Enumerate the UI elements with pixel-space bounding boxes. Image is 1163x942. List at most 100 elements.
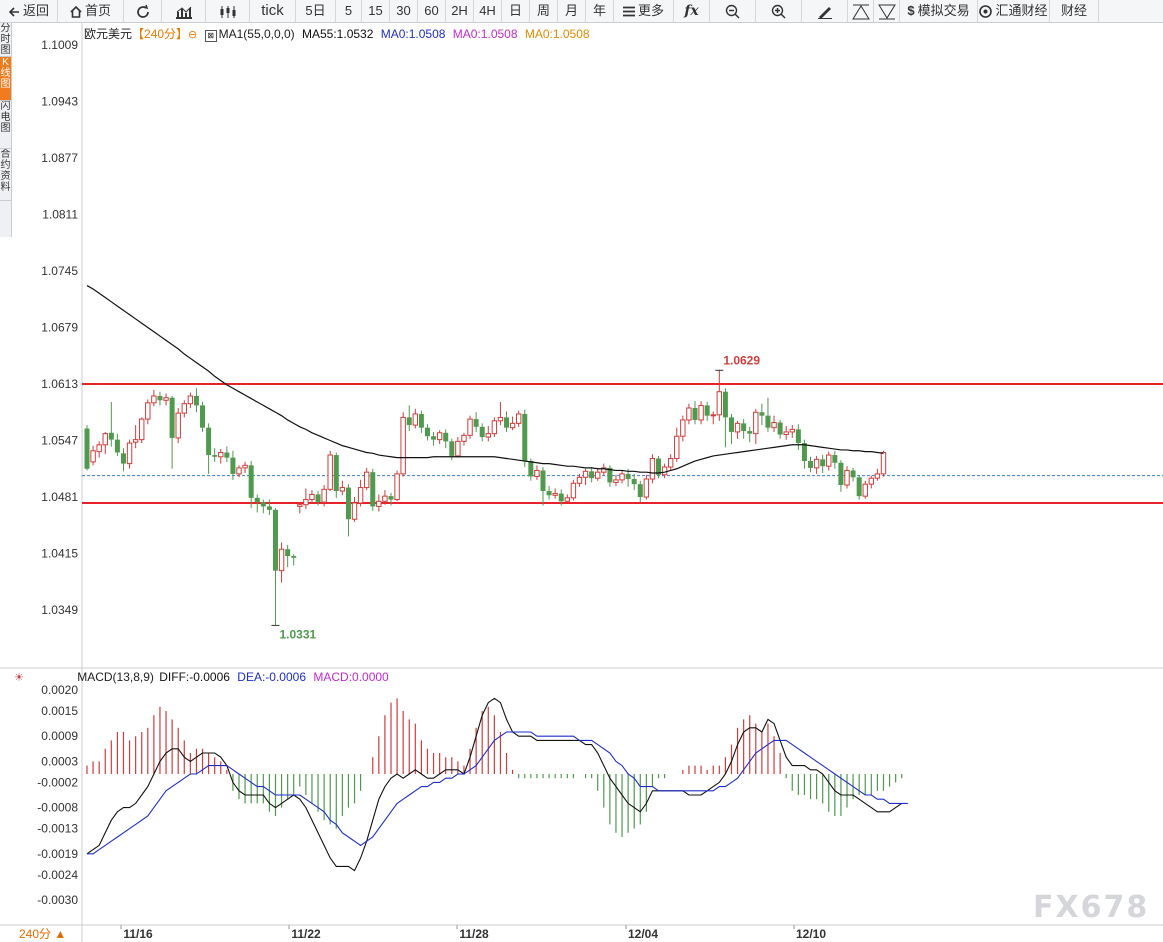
toolbar-button-5[interactable]: tick xyxy=(250,0,296,22)
candle xyxy=(187,392,194,408)
candle-body-up xyxy=(613,479,619,483)
time-tick-label: 11/22 xyxy=(291,927,321,941)
toolbar-button-25[interactable]: 汇通财经 xyxy=(978,0,1050,22)
candle-body-down xyxy=(540,470,546,492)
macd-tick-label: 0.0003 xyxy=(41,754,78,768)
ma0-value-blue: MA0:1.0508 xyxy=(380,27,446,41)
refresh-icon xyxy=(135,3,151,18)
candle-body-down xyxy=(260,502,266,507)
price-tick-label: 1.0613 xyxy=(41,377,78,391)
candle xyxy=(400,412,406,477)
toolbar-button-24[interactable]: $ 模拟交易 xyxy=(900,0,978,22)
candle xyxy=(218,449,224,464)
toolbar-button-3[interactable] xyxy=(162,0,206,22)
toolbar-button-12[interactable]: 4H xyxy=(474,0,502,22)
candle-body-up xyxy=(321,488,327,503)
candle-body-down xyxy=(206,427,212,456)
ma-settings-icon[interactable]: ⊠ xyxy=(204,30,217,42)
candle xyxy=(698,401,704,425)
macd-settings-icon[interactable]: ☀ xyxy=(14,672,24,684)
candle xyxy=(619,470,625,484)
candle-body-up xyxy=(515,413,522,424)
candle xyxy=(582,468,589,486)
time-tick-label: 12/04 xyxy=(628,927,658,941)
time-tick-label: 12/10 xyxy=(796,927,826,941)
macd-tick-label: -0.0008 xyxy=(37,801,78,815)
toolbar-button-26[interactable]: 财经 xyxy=(1050,0,1099,22)
toolbar-button-11[interactable]: 2H xyxy=(446,0,474,22)
toolbar-button-19[interactable] xyxy=(710,0,756,22)
toolbar-button-6[interactable]: 5日 xyxy=(296,0,336,22)
period-label[interactable]: 【240分】 xyxy=(132,27,189,41)
macd-name: MACD(13,8,9) xyxy=(77,670,154,684)
candle-body-up xyxy=(394,473,400,501)
side-tab-0[interactable]: 分时图 xyxy=(0,23,11,57)
candle-body-up xyxy=(412,413,419,426)
function-icon: fx xyxy=(684,3,699,19)
toolbar-button-1[interactable]: 首页 xyxy=(58,0,124,22)
candle-body-up xyxy=(151,395,157,404)
candle-body-up xyxy=(734,422,741,433)
candle xyxy=(808,456,814,473)
candle xyxy=(862,480,868,499)
side-tab-1[interactable]: K线图 xyxy=(0,57,11,101)
candle xyxy=(260,499,266,514)
toolbar-button-13[interactable]: 日 xyxy=(502,0,530,22)
candle-body-up xyxy=(363,471,370,489)
macd-tick-label: -0.0024 xyxy=(37,868,78,882)
candle xyxy=(576,473,583,487)
toolbar-button-14[interactable]: 周 xyxy=(530,0,558,22)
side-tab-3[interactable]: 合约资料 xyxy=(0,149,11,201)
candle-body-up xyxy=(278,548,285,572)
toolbar-button-22[interactable] xyxy=(848,0,874,22)
candle-body-up xyxy=(643,478,650,498)
candle xyxy=(96,441,102,458)
toolbar-button-7[interactable]: 5 xyxy=(336,0,362,22)
toolbar-button-4[interactable] xyxy=(206,0,250,22)
candle xyxy=(461,432,467,446)
candle-body-up xyxy=(303,499,309,506)
candle-body-up xyxy=(126,442,133,465)
candle xyxy=(418,410,424,433)
candle-body-down xyxy=(759,412,765,416)
toolbar-button-2[interactable] xyxy=(124,0,162,22)
candle xyxy=(850,467,856,482)
kline-chart[interactable]: 1.1009 1.0943 1.0877 1.0811 1.0745 1.0679 1.06… xyxy=(0,23,1163,942)
candle-body-up xyxy=(844,469,850,486)
toolbar-button-20[interactable] xyxy=(756,0,802,22)
candle-body-down xyxy=(558,493,564,502)
side-tab-2[interactable]: 闪电图 xyxy=(0,101,11,149)
candle xyxy=(540,467,546,506)
macd-tick-label: 0.0020 xyxy=(41,683,78,697)
candle xyxy=(431,431,437,446)
toolbar-button-0[interactable]: 返回 xyxy=(0,0,58,22)
candle xyxy=(266,499,272,515)
toolbar-button-15[interactable]: 月 xyxy=(558,0,586,22)
toolbar-button-9[interactable]: 30 xyxy=(390,0,418,22)
toolbar-button-23[interactable] xyxy=(874,0,900,22)
toolbar-label: 4H xyxy=(479,3,496,18)
candle-body-up xyxy=(576,476,583,484)
macd-tick-label: -0.0030 xyxy=(37,893,78,907)
toolbar-button-16[interactable]: 年 xyxy=(586,0,614,22)
candle-body-down xyxy=(291,556,297,558)
period-dropdown-icon[interactable]: ⊖ xyxy=(188,29,198,41)
candle-body-down xyxy=(589,471,595,479)
triangle-down-icon xyxy=(877,3,896,20)
period-selector[interactable]: 240分 ▲ xyxy=(19,927,67,941)
candle xyxy=(175,407,181,444)
candle-body-up xyxy=(436,432,443,441)
toolbar-button-10[interactable]: 60 xyxy=(418,0,446,22)
candle xyxy=(722,388,728,448)
candle-body-down xyxy=(266,506,272,510)
candle-body-down xyxy=(212,455,218,457)
candle-body-up xyxy=(90,450,96,463)
toolbar-button-17[interactable]: 更多 xyxy=(614,0,674,22)
ma0-value-magenta: MA0:1.0508 xyxy=(452,27,518,41)
toolbar-button-18[interactable]: fx xyxy=(674,0,710,22)
candle xyxy=(552,488,558,499)
candle xyxy=(631,473,637,491)
candle xyxy=(230,450,236,480)
toolbar-button-8[interactable]: 15 xyxy=(362,0,390,22)
toolbar-button-21[interactable] xyxy=(802,0,848,22)
